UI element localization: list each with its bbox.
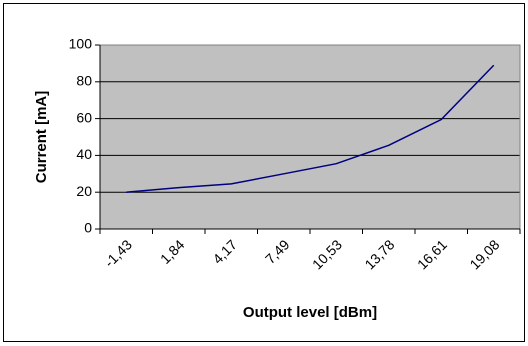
data-line [126,64,495,193]
plot-area [100,45,520,229]
y-tick-label: 40 [76,146,92,162]
x-axis-title: Output level [dBm] [243,304,377,321]
y-axis-title: Current [mA] [33,91,50,184]
y-tick-label: 0 [84,220,92,236]
y-tick-label: 60 [76,109,92,125]
y-tick-label: 80 [76,73,92,89]
y-tick-label: 100 [69,36,93,52]
y-tick-label: 20 [76,183,92,199]
